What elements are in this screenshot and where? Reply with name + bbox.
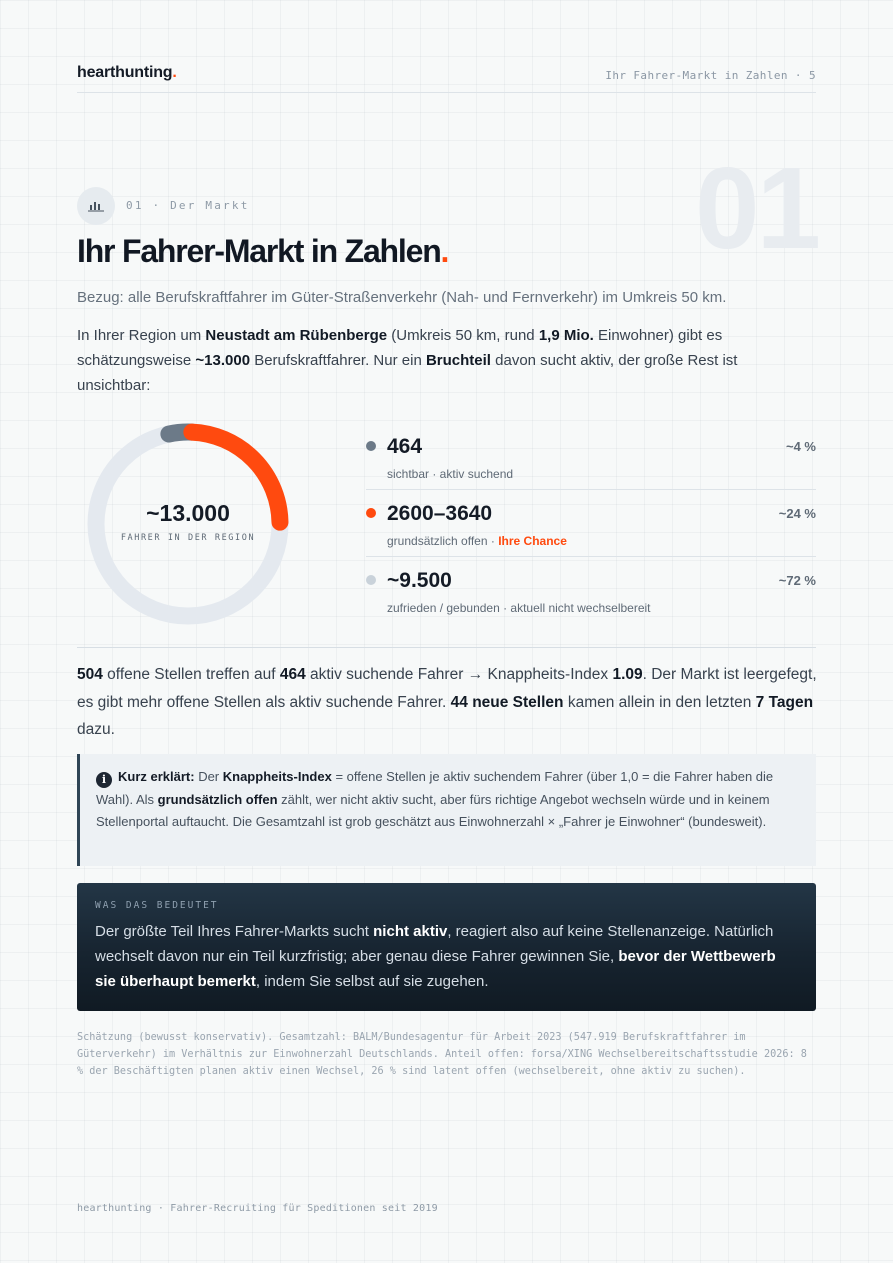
scarcity-index: 1.09 (612, 666, 643, 683)
active-seekers: 464 (279, 666, 306, 683)
page-footer: hearthunting · Fahrer-Recruiting für Spe… (77, 1203, 438, 1214)
info-icon: i (96, 772, 112, 788)
page-label: Ihr Fahrer-Markt in Zahlen · 5 (605, 69, 816, 82)
legend-dot-open (366, 508, 376, 518)
donut-segment-active (87, 423, 289, 625)
intro-paragraph: In Ihrer Region um Neustadt am Rübenberg… (77, 327, 738, 394)
stat-rest: ~9.500 zufrieden / gebunden · aktuell ni… (366, 558, 816, 625)
stat-open: 2600–3640 grundsätzlich offen · Ihre Cha… (366, 491, 816, 558)
region-name: Neustadt am Rübenberge (205, 327, 388, 344)
donut-chart (87, 423, 289, 625)
stat-divider (366, 489, 816, 490)
title-dot: . (440, 233, 450, 269)
new-positions: 44 neue Stellen (450, 693, 564, 711)
brand-dot: . (172, 64, 177, 81)
arrow-icon: → (467, 666, 484, 683)
market-paragraph: 504 offene Stellen treffen auf 464 aktiv… (77, 666, 817, 738)
reference-note: Bezug: alle Berufskraftfahrer im Güter-S… (77, 289, 727, 306)
brand-name: hearthunting (77, 64, 173, 81)
meaning-text: Der größte Teil Ihres Fahrer-Markts such… (95, 923, 776, 990)
stat-divider (366, 556, 816, 557)
section-label: 01 · Der Markt (126, 199, 250, 212)
stat-percent: ~24 % (778, 506, 816, 521)
legend-dot-active (366, 441, 376, 451)
meaning-box: WAS DAS BEDEUTET Der größte Teil Ihres F… (77, 883, 816, 1011)
header-divider (77, 92, 816, 93)
brand-logo: hearthunting. (77, 64, 177, 82)
page-title: Ihr Fahrer-Markt in Zahlen. (77, 233, 450, 270)
legend-dot-rest (366, 575, 376, 585)
section-number: 01 (694, 143, 821, 273)
stat-desc: zufrieden / gebunden · aktuell nicht wec… (387, 601, 651, 615)
population: 1,9 Mio. (538, 327, 594, 344)
open-positions: 504 (77, 666, 103, 683)
donut-total: ~13.000 (146, 500, 230, 526)
donut-segment-open (87, 423, 289, 625)
stat-value: 464 (387, 435, 423, 458)
donut-caption: FAHRER IN DER REGION (120, 533, 256, 543)
chance-highlight: Ihre Chance (498, 534, 567, 548)
stat-value: 2600–3640 (387, 502, 493, 525)
stat-percent: ~4 % (786, 439, 816, 454)
stat-active: 464 sichtbar · aktiv suchend ~4 % (366, 424, 816, 491)
stat-percent: ~72 % (778, 573, 816, 588)
explanation-box: i Kurz erklärt: Der Knappheits-Index = of… (77, 754, 816, 866)
page-title-text: Ihr Fahrer-Markt in Zahlen (77, 233, 442, 269)
stat-desc: sichtbar · aktiv suchend (387, 467, 514, 481)
driver-estimate: ~13.000 (195, 352, 251, 369)
stat-value: ~9.500 (387, 569, 452, 592)
section-divider (77, 647, 816, 648)
bar-chart-icon (77, 187, 115, 225)
source-note: Schätzung (bewusst konservativ). Gesamtz… (77, 1032, 807, 1077)
stat-desc: grundsätzlich offen · Ihre Chance (387, 534, 567, 548)
meaning-kicker: WAS DAS BEDEUTET (95, 900, 219, 911)
